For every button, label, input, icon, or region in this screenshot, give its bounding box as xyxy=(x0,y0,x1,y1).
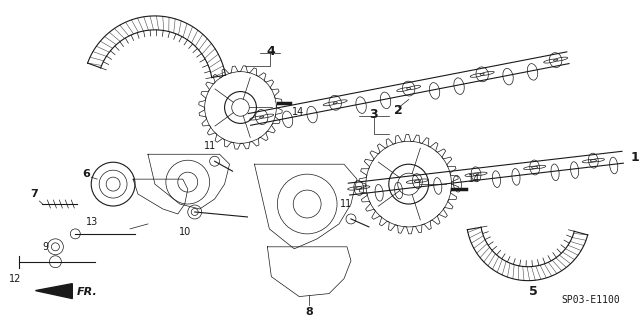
Text: 10: 10 xyxy=(179,227,191,237)
Text: 11: 11 xyxy=(204,141,216,151)
Text: 14: 14 xyxy=(468,174,481,184)
Text: 13: 13 xyxy=(86,217,99,227)
Text: 2: 2 xyxy=(394,105,403,117)
Text: 9: 9 xyxy=(42,242,49,252)
Text: 3: 3 xyxy=(369,108,378,122)
Text: 1: 1 xyxy=(630,151,639,164)
Text: 12: 12 xyxy=(10,274,22,284)
Text: FR.: FR. xyxy=(76,286,97,297)
Text: SP03-E1100: SP03-E1100 xyxy=(561,294,620,305)
Text: 14: 14 xyxy=(292,108,305,117)
Polygon shape xyxy=(35,284,72,299)
Text: 6: 6 xyxy=(83,169,90,179)
Text: 5: 5 xyxy=(529,285,538,298)
Text: 7: 7 xyxy=(31,189,38,199)
Text: 8: 8 xyxy=(305,307,313,316)
Text: 4: 4 xyxy=(266,45,275,58)
Text: 11: 11 xyxy=(340,199,352,209)
